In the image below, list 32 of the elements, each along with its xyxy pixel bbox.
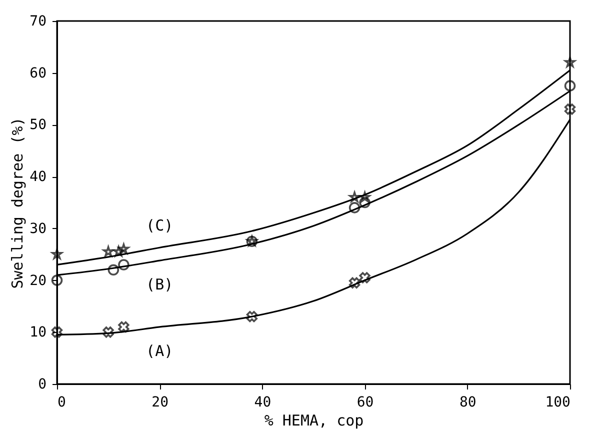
point (564, 80, 576, 92)
point (564, 104, 576, 115)
point (348, 277, 360, 288)
point (359, 196, 370, 208)
y-axis-title: Swelling degree (%) (8, 117, 27, 289)
x-tick-label: 40 (254, 394, 272, 410)
x-tick-label: 20 (152, 394, 169, 410)
point (51, 326, 63, 338)
point (51, 274, 63, 286)
y-tick-label: 30 (30, 220, 46, 237)
x-tick-label: 80 (459, 394, 476, 410)
y-tick-label: 20 (30, 272, 46, 289)
y-tick-label: 0 (38, 376, 46, 392)
point (348, 202, 360, 214)
x-tick-label: 100 (545, 394, 570, 410)
point (118, 321, 130, 333)
y-tick-label: 10 (30, 324, 46, 341)
point (108, 264, 120, 276)
y-tick-label: 70 (30, 14, 46, 30)
point (118, 259, 130, 270)
x-axis-title: % HEMA, cop (264, 412, 364, 430)
point (246, 310, 258, 322)
point (102, 326, 114, 338)
series-label: (C) (146, 216, 174, 235)
point (359, 272, 370, 284)
series-label: (B) (146, 276, 174, 294)
y-tick-label: 60 (30, 65, 46, 82)
y-tick-label: 40 (30, 169, 46, 186)
x-tick-label: 0 (58, 394, 66, 410)
y-tick-label: 50 (30, 117, 46, 134)
x-tick-label: 60 (356, 394, 374, 410)
series-label: (A) (146, 342, 174, 360)
